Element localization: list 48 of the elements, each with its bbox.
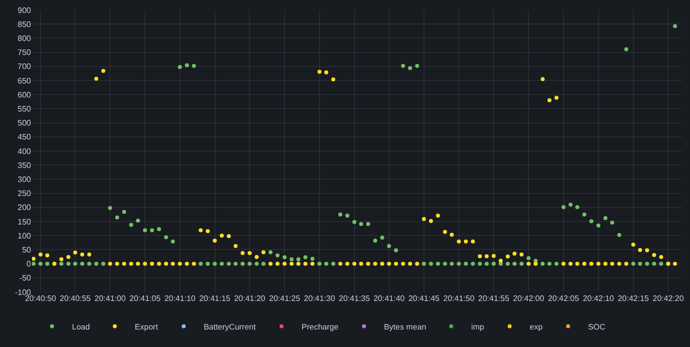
y-tick-label: 200 [18, 203, 32, 212]
y-tick-label: 150 [18, 217, 32, 226]
x-tick-label: 20:41:05 [129, 294, 162, 303]
y-tick-label: 900 [18, 6, 32, 15]
legend-label: exp [530, 322, 544, 332]
x-tick-label: 20:40:55 [60, 294, 92, 303]
legend-label: SOC [588, 322, 606, 332]
y-tick-label: 650 [18, 76, 32, 86]
y-tick-label: 50 [22, 246, 32, 254]
y-tick-label: 600 [18, 90, 32, 100]
y-tick-label: -50 [19, 274, 32, 283]
y-tick-label: 750 [18, 48, 32, 58]
x-tick-label: 20:42:05 [548, 294, 580, 303]
y-tick-label: 450 [18, 132, 32, 142]
x-tick-label: 20:42:20 [652, 294, 684, 303]
legend-label: Precharge [301, 322, 339, 332]
x-tick-label: 20:42:10 [582, 294, 615, 303]
x-tick-label: 20:40:50 [24, 294, 57, 303]
y-tick-label: 700 [18, 62, 32, 72]
y-tick-label: 500 [18, 118, 32, 128]
y-tick-label: 350 [18, 160, 32, 170]
y-tick-label: -100 [14, 288, 32, 297]
legend-label: Load [72, 322, 90, 332]
x-tick-label: 20:41:55 [478, 294, 510, 303]
x-tick-label: 20:41:10 [164, 294, 196, 303]
y-tick-label: 850 [18, 20, 32, 29]
legend-label: BatteryCurrent [204, 322, 256, 332]
x-tick-label: 20:41:20 [234, 294, 266, 303]
x-tick-label: 20:41:50 [443, 294, 475, 303]
x-tick-label: 20:41:00 [94, 294, 126, 303]
y-tick-label: 800 [18, 34, 32, 43]
y-tick-label: 300 [18, 175, 32, 184]
x-tick-label: 20:41:30 [304, 294, 336, 303]
legend-label: Bytes mean [384, 322, 426, 332]
y-tick-label: 400 [18, 146, 32, 156]
x-tick-label: 20:41:25 [269, 294, 301, 303]
y-tick-label: 550 [18, 104, 32, 114]
y-tick-label: 250 [18, 189, 32, 198]
x-tick-label: 20:42:15 [618, 294, 650, 303]
x-tick-label: 20:42:00 [513, 294, 545, 303]
y-tick-label: 100 [18, 231, 32, 240]
x-tick-label: 20:41:40 [373, 294, 406, 303]
legend-label: imp [471, 322, 485, 332]
x-tick-label: 20:41:35 [338, 294, 370, 303]
x-tick-label: 20:41:15 [199, 294, 231, 303]
x-tick-label: 20:41:45 [408, 294, 440, 303]
legend-label: Export [134, 322, 159, 332]
y-tick-label: 0 [26, 260, 32, 269]
